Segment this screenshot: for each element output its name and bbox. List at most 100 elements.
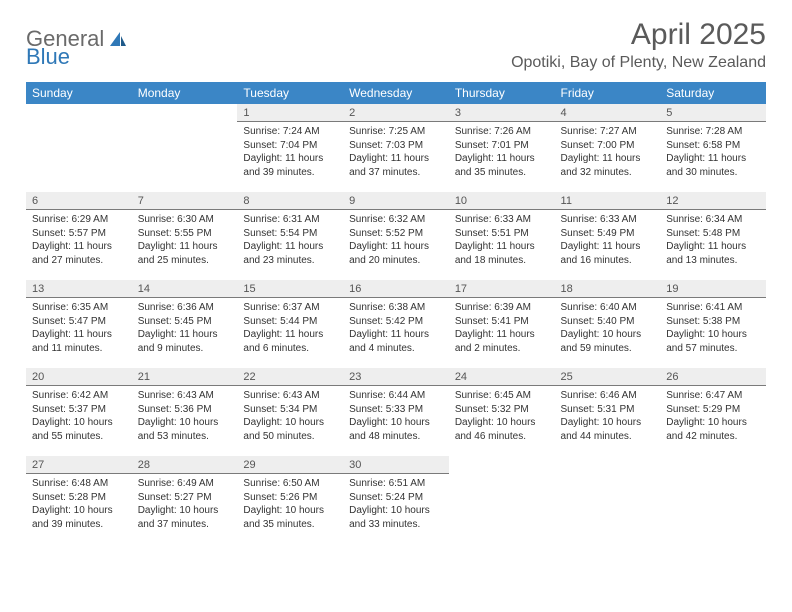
sunrise-text: Sunrise: 6:42 AM bbox=[32, 389, 126, 403]
calendar-cell: 29Sunrise: 6:50 AMSunset: 5:26 PMDayligh… bbox=[237, 456, 343, 544]
daylight-text: Daylight: 11 hours and 11 minutes. bbox=[32, 328, 126, 355]
col-saturday: Saturday bbox=[660, 82, 766, 104]
calendar-cell: 18Sunrise: 6:40 AMSunset: 5:40 PMDayligh… bbox=[555, 280, 661, 368]
sunrise-text: Sunrise: 6:32 AM bbox=[349, 213, 443, 227]
calendar-cell: 28Sunrise: 6:49 AMSunset: 5:27 PMDayligh… bbox=[132, 456, 238, 544]
daylight-text: Daylight: 10 hours and 46 minutes. bbox=[455, 416, 549, 443]
day-number: 12 bbox=[660, 192, 766, 210]
calendar-cell bbox=[132, 104, 238, 192]
day-details: Sunrise: 6:50 AMSunset: 5:26 PMDaylight:… bbox=[237, 474, 343, 537]
page-header: General April 2025 Opotiki, Bay of Plent… bbox=[26, 18, 766, 72]
daylight-text: Daylight: 11 hours and 37 minutes. bbox=[349, 152, 443, 179]
sunset-text: Sunset: 6:58 PM bbox=[666, 139, 760, 153]
day-details: Sunrise: 7:26 AMSunset: 7:01 PMDaylight:… bbox=[449, 122, 555, 185]
day-details: Sunrise: 6:30 AMSunset: 5:55 PMDaylight:… bbox=[132, 210, 238, 273]
day-details: Sunrise: 6:43 AMSunset: 5:36 PMDaylight:… bbox=[132, 386, 238, 449]
calendar-cell: 6Sunrise: 6:29 AMSunset: 5:57 PMDaylight… bbox=[26, 192, 132, 280]
calendar-cell: 11Sunrise: 6:33 AMSunset: 5:49 PMDayligh… bbox=[555, 192, 661, 280]
calendar-cell: 14Sunrise: 6:36 AMSunset: 5:45 PMDayligh… bbox=[132, 280, 238, 368]
month-title: April 2025 bbox=[511, 18, 766, 52]
day-number: 4 bbox=[555, 104, 661, 122]
sunset-text: Sunset: 5:52 PM bbox=[349, 227, 443, 241]
sunset-text: Sunset: 5:27 PM bbox=[138, 491, 232, 505]
day-number: 16 bbox=[343, 280, 449, 298]
day-details: Sunrise: 6:33 AMSunset: 5:49 PMDaylight:… bbox=[555, 210, 661, 273]
day-details: Sunrise: 6:36 AMSunset: 5:45 PMDaylight:… bbox=[132, 298, 238, 361]
location-subtitle: Opotiki, Bay of Plenty, New Zealand bbox=[511, 54, 766, 72]
col-tuesday: Tuesday bbox=[237, 82, 343, 104]
col-friday: Friday bbox=[555, 82, 661, 104]
day-number: 6 bbox=[26, 192, 132, 210]
calendar-cell: 22Sunrise: 6:43 AMSunset: 5:34 PMDayligh… bbox=[237, 368, 343, 456]
sunset-text: Sunset: 5:49 PM bbox=[561, 227, 655, 241]
calendar-cell: 8Sunrise: 6:31 AMSunset: 5:54 PMDaylight… bbox=[237, 192, 343, 280]
day-number: 10 bbox=[449, 192, 555, 210]
calendar-cell: 9Sunrise: 6:32 AMSunset: 5:52 PMDaylight… bbox=[343, 192, 449, 280]
calendar-cell bbox=[26, 104, 132, 192]
daylight-text: Daylight: 11 hours and 25 minutes. bbox=[138, 240, 232, 267]
sunset-text: Sunset: 5:34 PM bbox=[243, 403, 337, 417]
sunset-text: Sunset: 5:44 PM bbox=[243, 315, 337, 329]
sunset-text: Sunset: 5:51 PM bbox=[455, 227, 549, 241]
sunset-text: Sunset: 5:36 PM bbox=[138, 403, 232, 417]
calendar-body: 1Sunrise: 7:24 AMSunset: 7:04 PMDaylight… bbox=[26, 104, 766, 544]
daylight-text: Daylight: 10 hours and 48 minutes. bbox=[349, 416, 443, 443]
title-block: April 2025 Opotiki, Bay of Plenty, New Z… bbox=[511, 18, 766, 72]
day-number: 21 bbox=[132, 368, 238, 386]
sunset-text: Sunset: 5:47 PM bbox=[32, 315, 126, 329]
calendar-cell: 24Sunrise: 6:45 AMSunset: 5:32 PMDayligh… bbox=[449, 368, 555, 456]
day-number: 9 bbox=[343, 192, 449, 210]
day-details: Sunrise: 6:39 AMSunset: 5:41 PMDaylight:… bbox=[449, 298, 555, 361]
sunset-text: Sunset: 5:40 PM bbox=[561, 315, 655, 329]
sunset-text: Sunset: 5:48 PM bbox=[666, 227, 760, 241]
sunrise-text: Sunrise: 6:33 AM bbox=[561, 213, 655, 227]
day-number: 1 bbox=[237, 104, 343, 122]
sunrise-text: Sunrise: 6:38 AM bbox=[349, 301, 443, 315]
day-details: Sunrise: 7:25 AMSunset: 7:03 PMDaylight:… bbox=[343, 122, 449, 185]
calendar-cell: 20Sunrise: 6:42 AMSunset: 5:37 PMDayligh… bbox=[26, 368, 132, 456]
day-number: 19 bbox=[660, 280, 766, 298]
day-details: Sunrise: 6:43 AMSunset: 5:34 PMDaylight:… bbox=[237, 386, 343, 449]
sunrise-text: Sunrise: 6:39 AM bbox=[455, 301, 549, 315]
daylight-text: Daylight: 11 hours and 6 minutes. bbox=[243, 328, 337, 355]
daylight-text: Daylight: 11 hours and 9 minutes. bbox=[138, 328, 232, 355]
day-details: Sunrise: 6:48 AMSunset: 5:28 PMDaylight:… bbox=[26, 474, 132, 537]
day-number: 15 bbox=[237, 280, 343, 298]
sunrise-text: Sunrise: 7:27 AM bbox=[561, 125, 655, 139]
calendar-cell: 17Sunrise: 6:39 AMSunset: 5:41 PMDayligh… bbox=[449, 280, 555, 368]
day-details: Sunrise: 6:40 AMSunset: 5:40 PMDaylight:… bbox=[555, 298, 661, 361]
sunset-text: Sunset: 5:55 PM bbox=[138, 227, 232, 241]
daylight-text: Daylight: 10 hours and 55 minutes. bbox=[32, 416, 126, 443]
day-number: 29 bbox=[237, 456, 343, 474]
day-number: 8 bbox=[237, 192, 343, 210]
day-number: 28 bbox=[132, 456, 238, 474]
daylight-text: Daylight: 11 hours and 16 minutes. bbox=[561, 240, 655, 267]
calendar-table: Sunday Monday Tuesday Wednesday Thursday… bbox=[26, 82, 766, 544]
day-details: Sunrise: 6:31 AMSunset: 5:54 PMDaylight:… bbox=[237, 210, 343, 273]
calendar-cell bbox=[660, 456, 766, 544]
day-number: 13 bbox=[26, 280, 132, 298]
day-details: Sunrise: 6:51 AMSunset: 5:24 PMDaylight:… bbox=[343, 474, 449, 537]
col-wednesday: Wednesday bbox=[343, 82, 449, 104]
calendar-cell: 3Sunrise: 7:26 AMSunset: 7:01 PMDaylight… bbox=[449, 104, 555, 192]
calendar-cell: 13Sunrise: 6:35 AMSunset: 5:47 PMDayligh… bbox=[26, 280, 132, 368]
day-details: Sunrise: 6:41 AMSunset: 5:38 PMDaylight:… bbox=[660, 298, 766, 361]
day-number: 30 bbox=[343, 456, 449, 474]
day-details: Sunrise: 6:47 AMSunset: 5:29 PMDaylight:… bbox=[660, 386, 766, 449]
col-sunday: Sunday bbox=[26, 82, 132, 104]
day-details: Sunrise: 6:29 AMSunset: 5:57 PMDaylight:… bbox=[26, 210, 132, 273]
day-number: 14 bbox=[132, 280, 238, 298]
daylight-text: Daylight: 10 hours and 35 minutes. bbox=[243, 504, 337, 531]
calendar-cell: 23Sunrise: 6:44 AMSunset: 5:33 PMDayligh… bbox=[343, 368, 449, 456]
sunrise-text: Sunrise: 6:34 AM bbox=[666, 213, 760, 227]
sunrise-text: Sunrise: 6:41 AM bbox=[666, 301, 760, 315]
sunrise-text: Sunrise: 6:51 AM bbox=[349, 477, 443, 491]
calendar-row: 27Sunrise: 6:48 AMSunset: 5:28 PMDayligh… bbox=[26, 456, 766, 544]
sunset-text: Sunset: 5:26 PM bbox=[243, 491, 337, 505]
day-number: 3 bbox=[449, 104, 555, 122]
day-number: 27 bbox=[26, 456, 132, 474]
col-monday: Monday bbox=[132, 82, 238, 104]
daylight-text: Daylight: 10 hours and 42 minutes. bbox=[666, 416, 760, 443]
calendar-cell: 7Sunrise: 6:30 AMSunset: 5:55 PMDaylight… bbox=[132, 192, 238, 280]
sunset-text: Sunset: 5:42 PM bbox=[349, 315, 443, 329]
